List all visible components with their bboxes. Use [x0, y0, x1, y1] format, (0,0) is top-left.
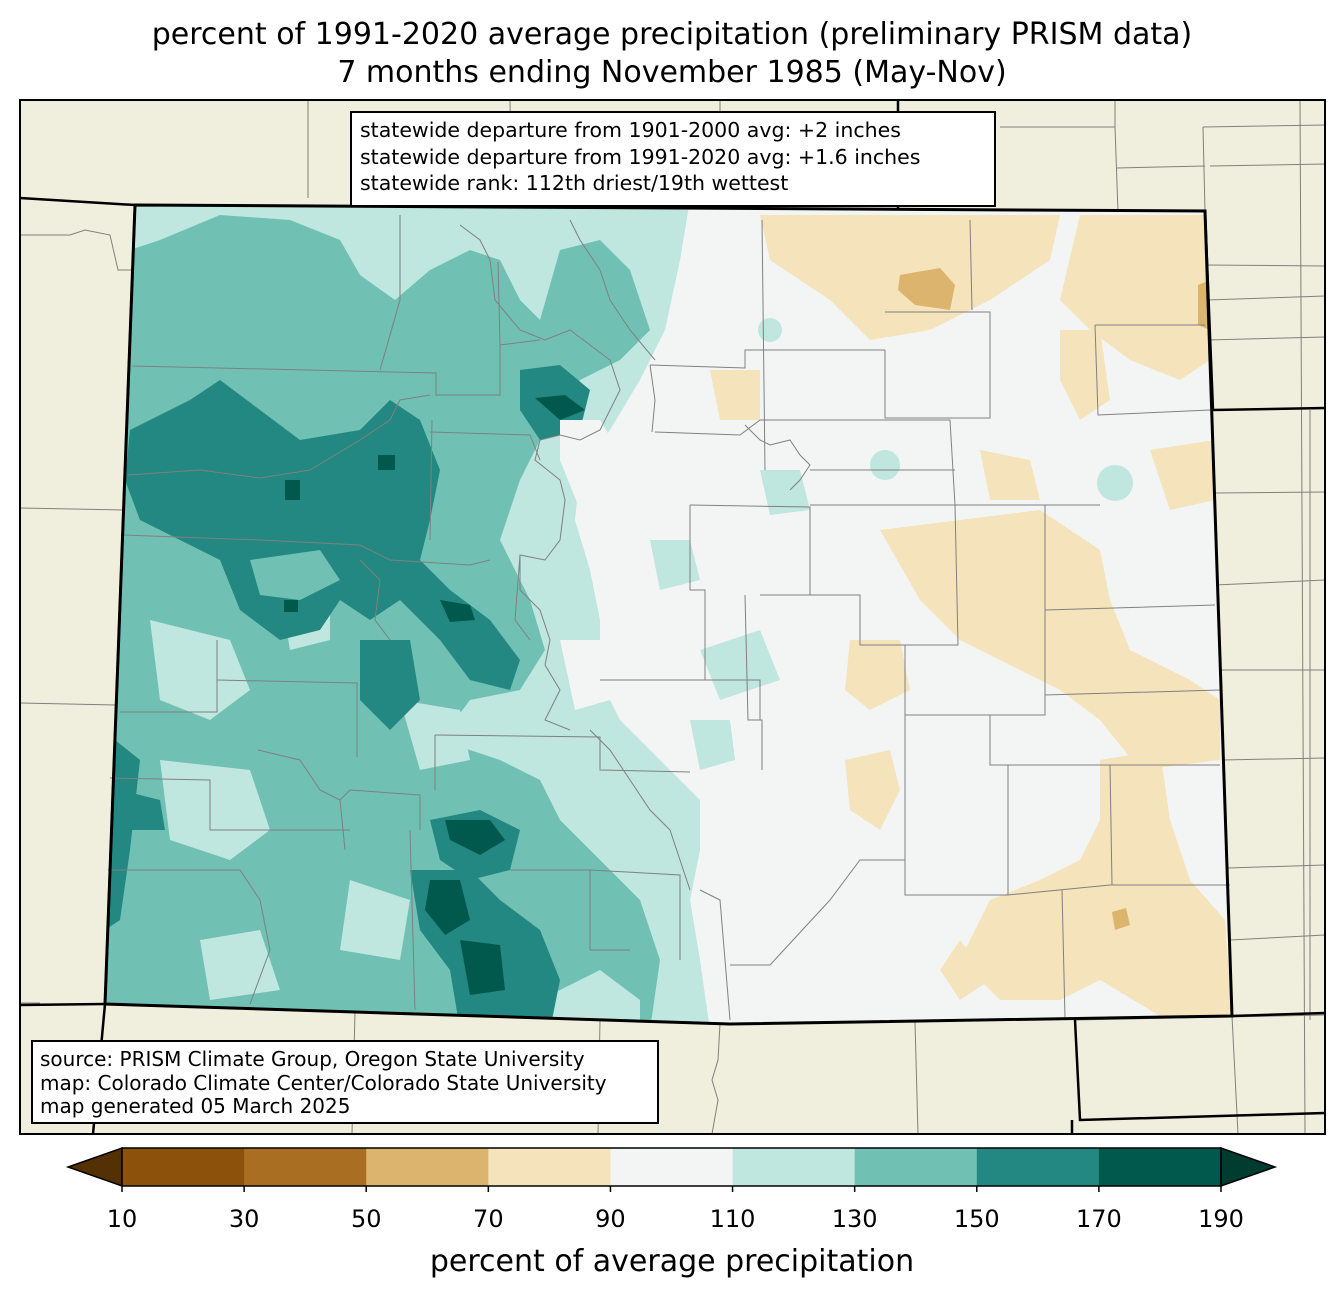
stats-line2: statewide departure from 1991-2020 avg: … — [360, 144, 921, 169]
colorbar-outline — [121, 1147, 1222, 1187]
state-boundaries — [19, 100, 1326, 1135]
colorbar-tick-label: 10 — [106, 1205, 138, 1233]
colorbar-bin-70-90 — [488, 1148, 611, 1186]
colorbar-tick-label: 110 — [709, 1205, 756, 1233]
colorbar-bin-170-190 — [1098, 1148, 1222, 1186]
colorbar-tick-label: 90 — [595, 1205, 626, 1233]
colorbar-bin-90-110 — [610, 1148, 734, 1186]
colorbar-bin-10-30 — [122, 1148, 245, 1186]
colorbar-bin-150-170 — [976, 1148, 1100, 1186]
source-line1: source: PRISM Climate Group, Oregon Stat… — [40, 1047, 585, 1071]
colorbar-tick-label: 30 — [228, 1205, 260, 1233]
colorbar-bin-50-70 — [366, 1148, 489, 1186]
source-line2: map: Colorado Climate Center/Colorado St… — [40, 1070, 607, 1095]
colorbar-bin-110-130 — [732, 1148, 856, 1186]
source-line3: map generated 05 March 2025 — [40, 1094, 351, 1118]
colorbar-tick-label: 190 — [1198, 1205, 1244, 1233]
colorbar-bin-30-50 — [244, 1148, 367, 1186]
colorbar-tick-label: 50 — [350, 1205, 382, 1233]
stats-line1: statewide departure from 1901-2000 avg: … — [360, 118, 901, 142]
colorbar-label: percent of average precipitation — [429, 1244, 915, 1279]
precipitation-field — [105, 205, 1232, 1024]
statewide-stats-box: statewide departure from 1901-2000 avg: … — [350, 111, 996, 207]
source-box: source: PRISM Climate Group, Oregon Stat… — [31, 1040, 659, 1124]
county-boundaries — [108, 215, 1230, 1021]
colorbar — [65, 1146, 1278, 1192]
stats-line3: statewide rank: 112th driest/19th wettes… — [360, 171, 789, 195]
divide-boundaries — [257, 219, 811, 891]
colorbar-over-arrow — [1220, 1146, 1278, 1188]
map-title-line2: 7 months ending November 1985 (May-Nov) — [337, 55, 1007, 90]
map-title-line1: percent of 1991-2020 average precipitati… — [151, 17, 1193, 52]
colorbar-tick-label: 170 — [1075, 1205, 1122, 1233]
colorbar-tick-label: 70 — [473, 1205, 504, 1233]
colorbar-bin-130-150 — [854, 1148, 978, 1186]
colorbar-tick-label: 150 — [953, 1205, 1000, 1233]
colorbar-under-arrow — [65, 1146, 123, 1188]
map-frame — [19, 99, 1326, 1135]
colorbar-tick-label: 130 — [831, 1205, 878, 1233]
